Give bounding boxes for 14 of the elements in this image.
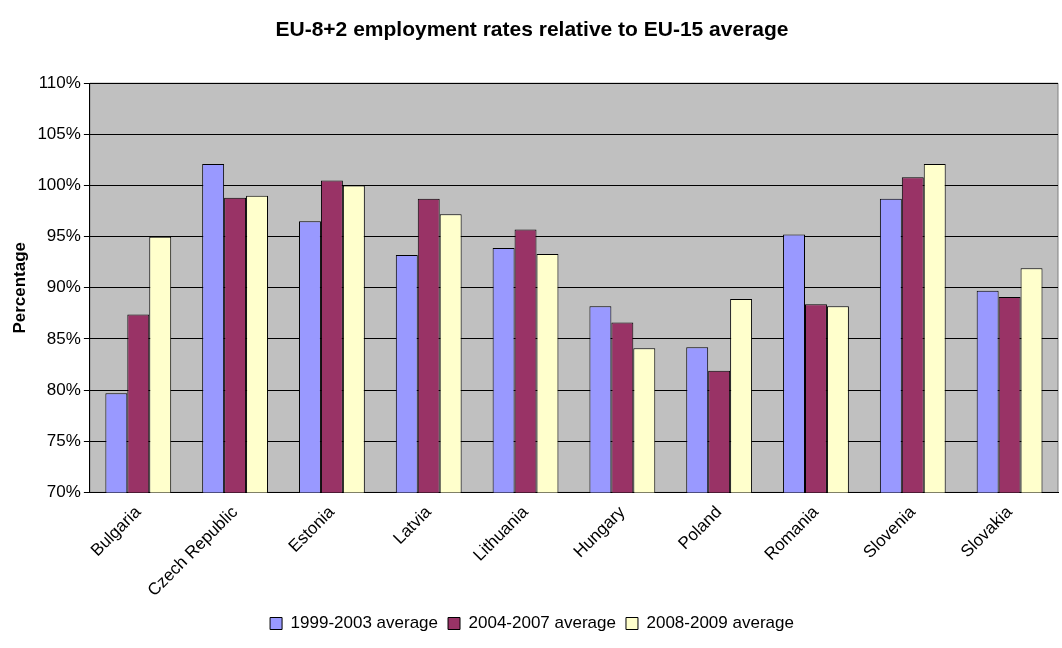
y-tick-label: 100% [37, 175, 81, 195]
y-tick-label: 75% [46, 430, 81, 450]
legend-label: 2008-2009 average [646, 613, 794, 633]
legend-label: 2004-2007 average [468, 613, 616, 633]
y-axis-title: Percentage [9, 241, 29, 334]
legend-label: 1999-2003 average [290, 613, 439, 633]
y-tick-label: 80% [46, 379, 81, 399]
y-tick-label: 85% [46, 328, 81, 348]
y-tick-label: 70% [46, 482, 81, 502]
y-tick-label: 90% [46, 277, 81, 297]
chart-title: EU-8+2 employment rates relative to EU-15 average [275, 17, 789, 41]
y-tick-label: 110% [38, 72, 81, 92]
y-tick-label: 105% [37, 124, 81, 144]
y-tick-label: 95% [46, 226, 81, 246]
